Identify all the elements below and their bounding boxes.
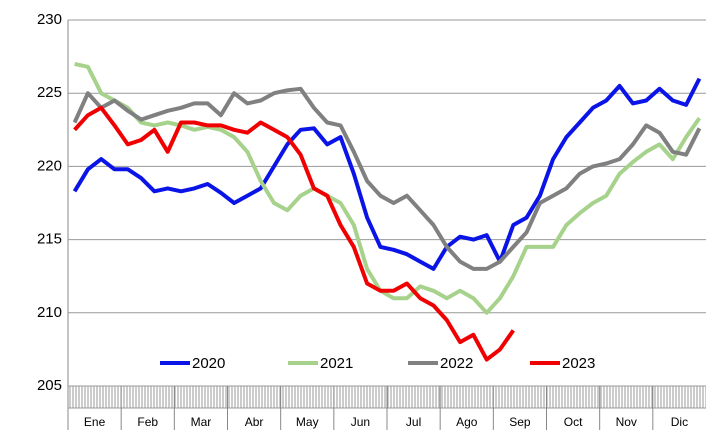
y-tick-label: 205 (37, 377, 62, 394)
legend-label: 2021 (320, 355, 353, 372)
series-line (72, 77, 702, 271)
y-tick-label: 215 (37, 231, 62, 248)
x-tick-label: Feb (137, 415, 158, 429)
y-tick-label: 210 (37, 304, 62, 321)
y-tick-label: 225 (37, 84, 62, 101)
x-tick-label: May (296, 415, 319, 429)
x-tick-label: Mar (191, 415, 212, 429)
x-tick-label: Nov (616, 415, 637, 429)
series-line (73, 105, 515, 362)
legend-label: 2023 (562, 355, 595, 372)
x-tick-label: Abr (245, 415, 264, 429)
series-line (72, 86, 702, 271)
legend-label: 2020 (192, 355, 225, 372)
y-tick-label: 220 (37, 157, 62, 174)
x-tick-label: Jun (351, 415, 370, 429)
x-tick-label: Ago (456, 415, 478, 429)
legend-label: 2022 (440, 355, 473, 372)
x-tick-label: Oct (564, 415, 583, 429)
x-tick-label: Dic (671, 415, 688, 429)
x-tick-label: Sep (509, 415, 531, 429)
x-tick-label: Jul (406, 415, 421, 429)
y-tick-label: 230 (37, 11, 62, 28)
x-tick-label: Ene (84, 415, 106, 429)
